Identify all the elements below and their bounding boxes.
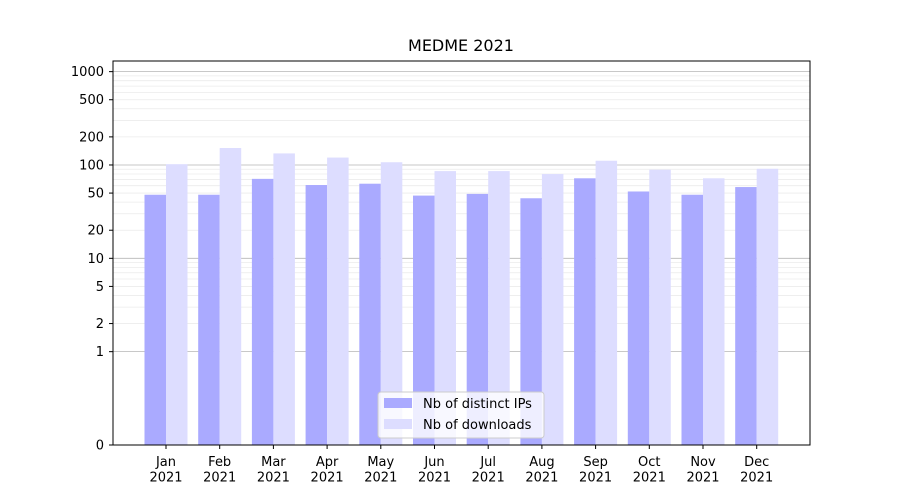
- bar-downloads: [488, 171, 510, 445]
- y-tick-label: 1: [96, 345, 104, 360]
- bar-downloads: [756, 168, 779, 446]
- x-tick-label: Sep 2021: [579, 455, 612, 486]
- legend-label: Nb of distinct IPs: [423, 397, 532, 412]
- y-tick-label: 5: [96, 280, 104, 295]
- x-tick-label: Feb 2021: [203, 455, 236, 486]
- plot-frame: [112, 60, 811, 446]
- x-tick-label: Jan 2021: [149, 455, 182, 486]
- bar-ips: [735, 187, 757, 445]
- legend-swatch: [384, 398, 412, 408]
- bar-ips: [627, 191, 650, 445]
- bar-ips: [681, 194, 703, 445]
- y-tick-label: 20: [87, 224, 104, 239]
- bar-downloads: [219, 148, 242, 445]
- x-tick-label: Nov 2021: [686, 455, 719, 486]
- bar-ips: [305, 185, 328, 445]
- y-tick-label: 50: [87, 187, 104, 202]
- bar-ips: [466, 193, 489, 445]
- bar-downloads: [595, 160, 618, 445]
- x-tick-label: May 2021: [364, 455, 397, 486]
- bar-ips: [359, 183, 381, 445]
- bar-ips: [520, 198, 542, 445]
- x-tick-label: Apr 2021: [311, 455, 344, 486]
- y-tick-label: 2: [96, 317, 104, 332]
- bar-ips: [251, 178, 274, 445]
- legend-label: Nb of downloads: [423, 418, 532, 433]
- bar-downloads: [434, 171, 456, 445]
- bar-downloads: [273, 153, 295, 445]
- legend: Nb of distinct IPs Nb of downloads: [377, 391, 545, 439]
- bar-downloads: [166, 164, 188, 445]
- x-tick-label: Mar 2021: [257, 455, 290, 486]
- bar-downloads: [541, 174, 564, 445]
- x-tick-label: Aug 2021: [525, 455, 558, 486]
- x-tick-label: Oct 2021: [633, 455, 666, 486]
- y-tick-label: 10: [87, 252, 104, 267]
- x-tick-label: Dec 2021: [740, 455, 773, 486]
- bar-ips: [144, 194, 166, 445]
- y-tick-label: 1000: [71, 65, 104, 80]
- chart-title: MEDME 2021: [408, 36, 514, 55]
- x-tick-label: Jun 2021: [418, 455, 451, 486]
- bar-ips: [198, 194, 220, 445]
- y-tick-label: 200: [79, 130, 104, 145]
- bars: [144, 148, 779, 446]
- bar-ips: [413, 195, 435, 445]
- bar-downloads: [327, 157, 349, 446]
- legend-box: [377, 391, 545, 439]
- y-tick-label: 0: [96, 439, 104, 454]
- bar-downloads: [649, 169, 671, 445]
- y-tick-label: 500: [79, 93, 104, 108]
- x-tick-label: Jul 2021: [472, 455, 505, 486]
- legend-swatch: [384, 419, 412, 429]
- axes: 0 1 2 5 10 20 50 100 200 500 1000 Jan 2021 Feb 2021 Mar…: [71, 60, 811, 486]
- bar-downloads: [703, 178, 725, 445]
- bar-ips: [574, 178, 596, 445]
- bar-downloads: [380, 162, 403, 445]
- y-tick-label: 100: [79, 158, 104, 173]
